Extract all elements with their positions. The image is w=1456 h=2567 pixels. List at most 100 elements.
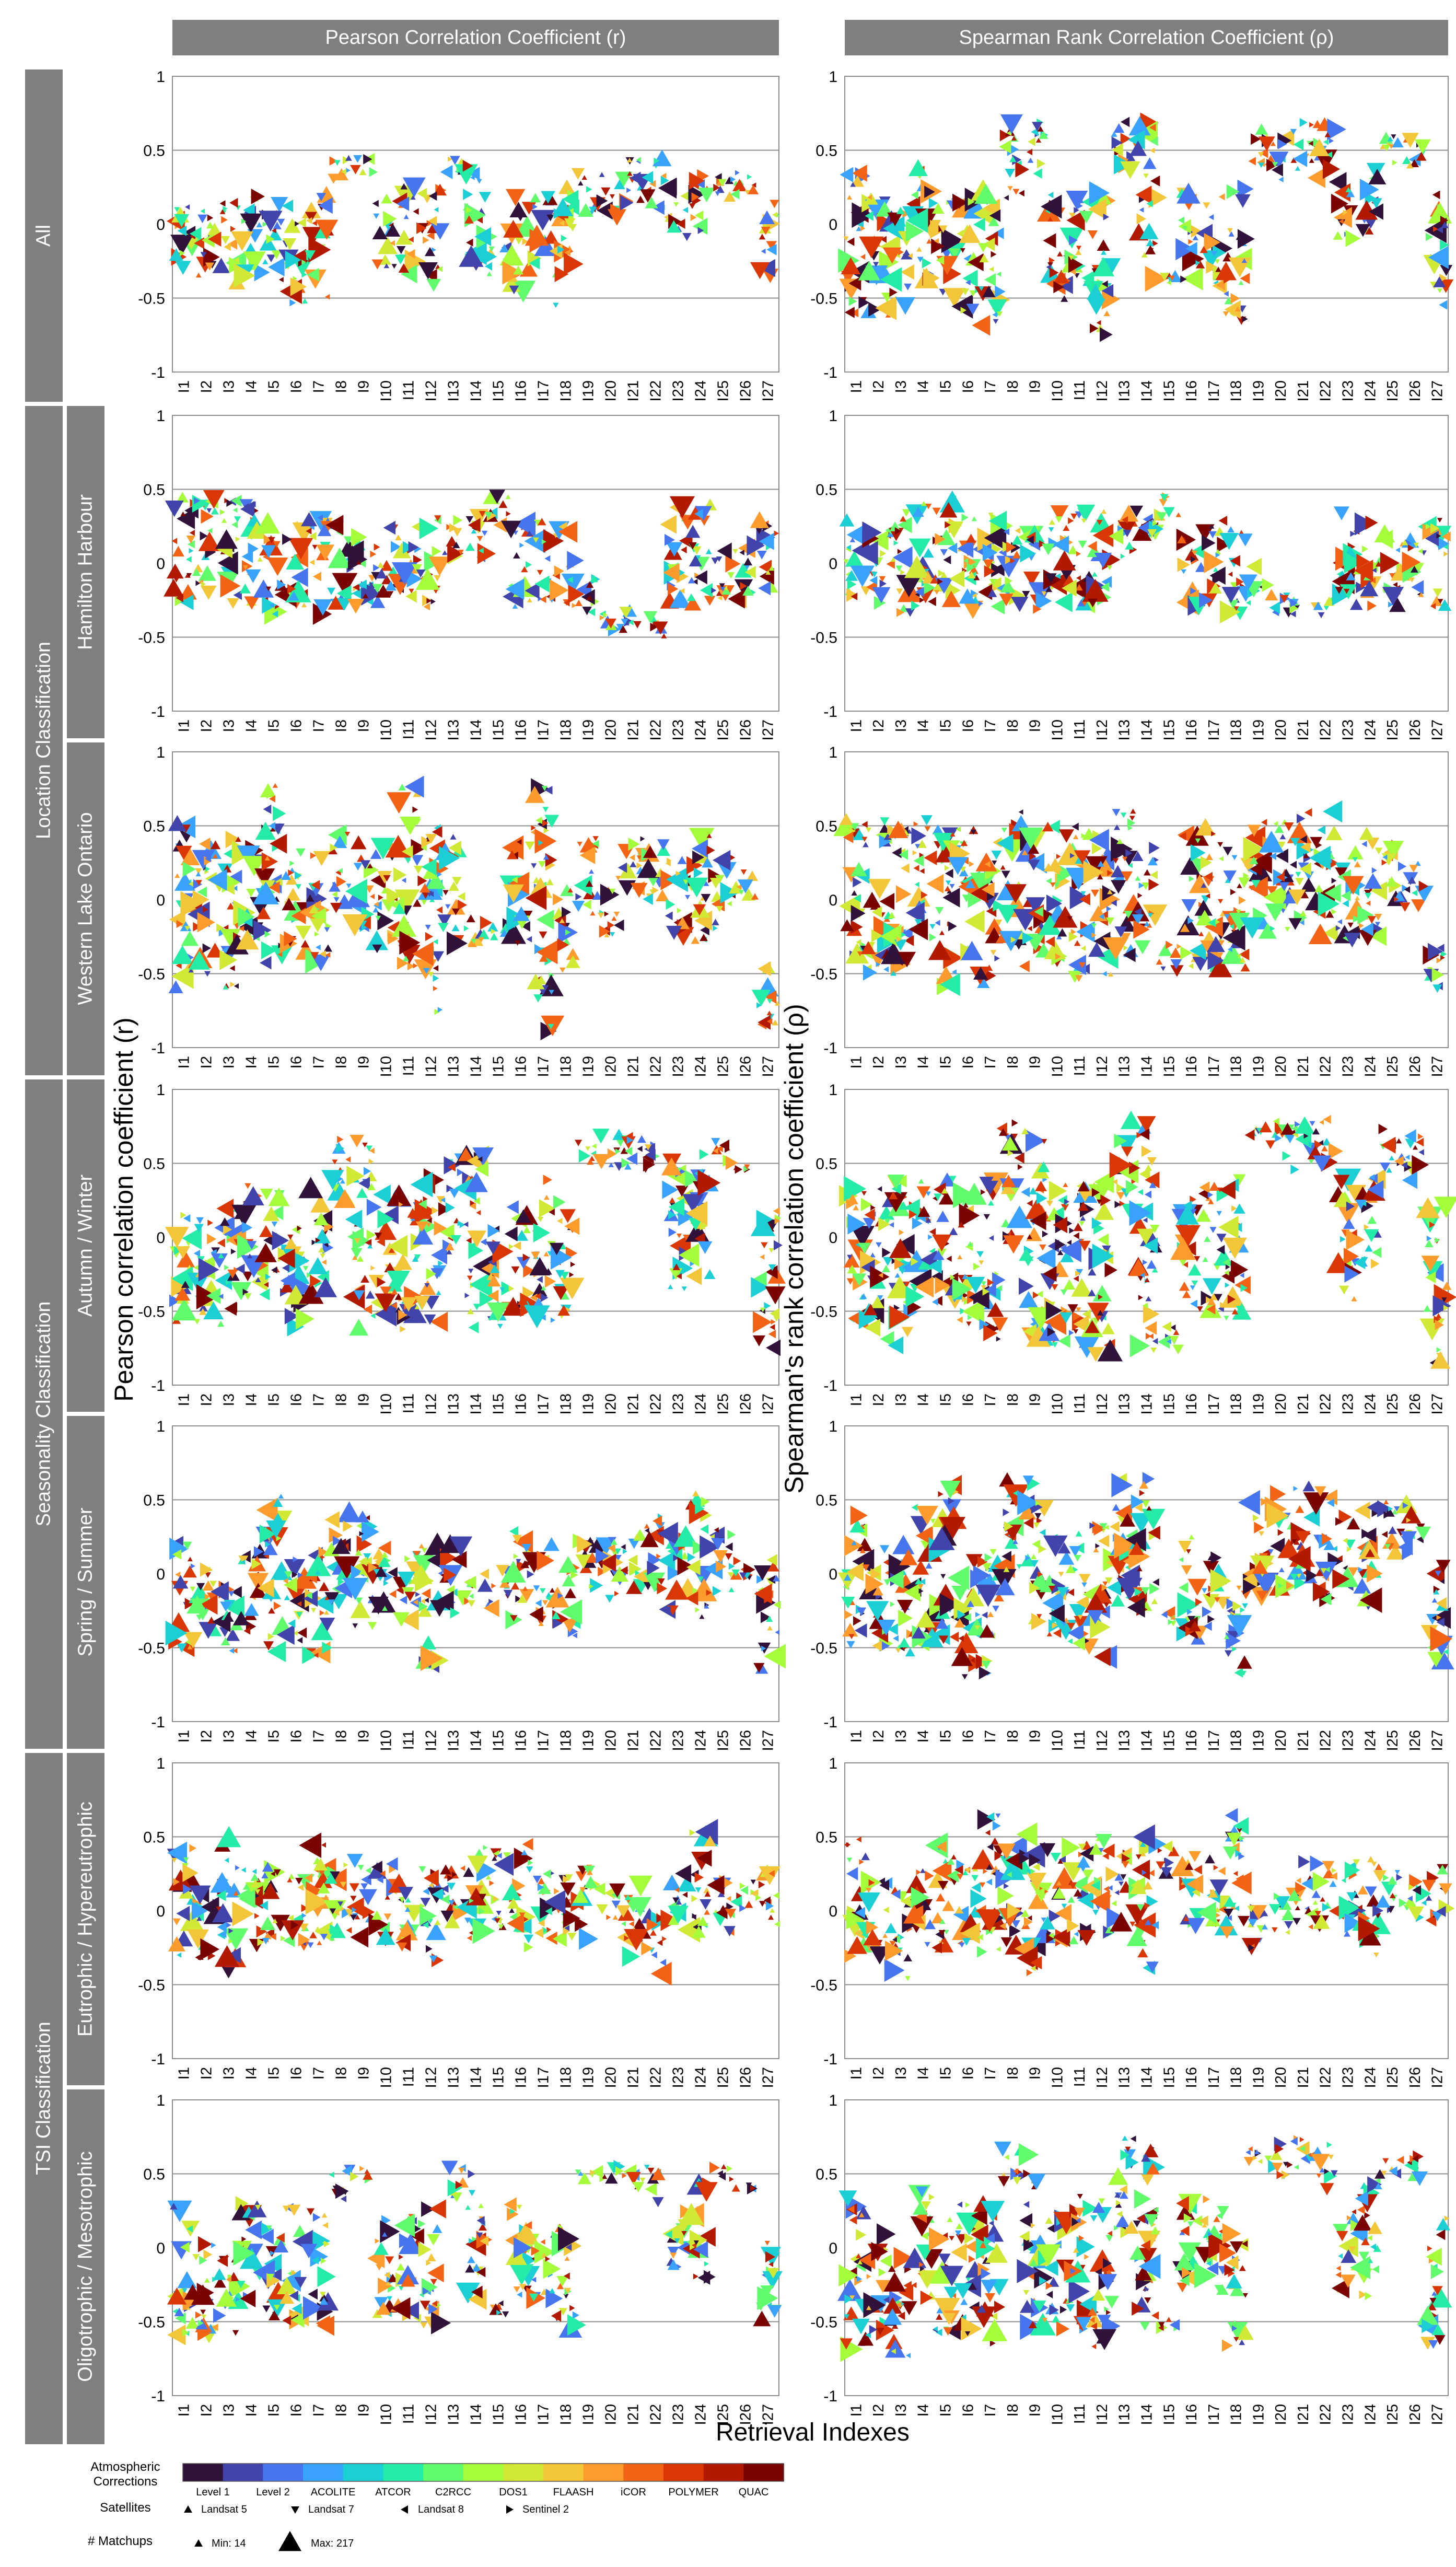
data-marker [1049,267,1059,278]
data-marker [852,202,875,228]
data-marker [1150,136,1158,146]
data-marker [750,262,770,280]
data-marker [766,241,777,251]
x-tick-label: I23 [1340,1393,1357,1414]
data-marker [1015,161,1030,178]
data-marker [936,255,945,265]
data-marker [203,490,225,509]
data-marker [200,252,207,258]
data-marker [452,541,460,549]
data-marker [499,243,509,252]
data-marker [391,264,397,269]
data-marker [453,515,463,526]
data-marker [626,188,632,193]
y-tick-label: -0.5 [810,291,837,308]
x-tick-label: I16 [1183,380,1200,401]
x-tick-label: I25 [715,1730,732,1751]
data-marker [1027,148,1033,156]
data-marker [471,529,476,534]
x-tick-label: I12 [423,1730,440,1751]
data-marker [476,216,483,224]
data-marker [1215,259,1220,264]
data-marker [1389,144,1394,149]
data-marker [1355,224,1370,237]
data-marker [356,560,362,565]
x-tick-label: I18 [1228,1393,1245,1414]
data-marker [1120,117,1130,127]
data-marker [1032,122,1043,132]
data-marker [450,156,460,165]
data-marker [1128,116,1151,136]
data-marker [243,251,266,271]
data-marker [1322,159,1341,179]
data-marker [934,238,939,244]
data-marker [694,210,704,220]
data-marker [858,296,870,309]
data-marker [873,262,879,268]
y-tick-label: -1 [823,364,837,381]
data-marker [1212,245,1226,261]
data-marker [1012,154,1022,166]
data-marker [1234,306,1241,312]
data-marker [175,261,191,275]
data-marker [336,585,352,602]
y-tick-label: 1 [156,408,165,425]
data-marker [867,194,872,200]
data-marker [442,550,448,555]
data-marker [179,250,185,257]
data-marker [1392,159,1397,166]
data-marker [251,189,265,204]
data-marker [400,183,407,190]
x-tick-label: I19 [1250,1056,1267,1077]
data-marker [578,181,584,185]
x-tick-label: I14 [1139,1393,1156,1414]
data-marker [313,599,332,616]
data-marker [988,216,999,226]
x-tick-label: I2 [870,1056,887,1068]
data-marker [317,524,332,537]
data-marker [269,602,274,608]
data-marker [419,517,438,539]
data-marker [212,258,230,273]
data-marker [627,157,633,162]
x-tick-label: I3 [221,1393,238,1406]
data-marker [1327,118,1346,141]
x-tick-label: I3 [221,1730,238,1743]
x-tick-label: I10 [1049,1056,1066,1077]
data-marker [448,156,452,162]
x-tick-label: I12 [1094,719,1111,740]
x-tick-label: I23 [670,380,687,401]
data-marker [1004,195,1009,201]
data-marker [383,211,397,227]
x-tick-label: I3 [893,1393,910,1406]
data-marker [428,191,437,201]
data-marker [250,501,256,507]
x-tick-label: I8 [1005,1056,1021,1068]
data-marker [761,226,771,235]
x-tick-label: I15 [1161,380,1178,401]
data-marker [1007,186,1013,191]
x-tick-label: I27 [760,1730,777,1751]
data-marker [978,243,989,252]
data-marker [462,160,473,172]
data-marker [627,171,633,176]
data-marker [1088,199,1106,220]
data-marker [1365,227,1374,235]
data-marker [463,189,473,200]
data-marker [1257,152,1264,157]
x-tick-label: I7 [982,1056,999,1068]
x-tick-label: I20 [1273,719,1289,740]
data-marker [271,228,276,234]
x-tick-label: I10 [378,719,395,740]
data-marker [234,516,241,522]
data-marker [1440,265,1453,276]
data-marker [732,179,747,191]
data-marker [1091,268,1098,273]
data-marker [554,266,569,282]
data-marker [164,578,184,597]
x-tick-label: I16 [1183,1056,1200,1077]
data-marker [288,591,299,601]
x-tick-label: I8 [333,719,350,732]
data-marker [682,207,688,213]
data-marker [901,264,914,280]
